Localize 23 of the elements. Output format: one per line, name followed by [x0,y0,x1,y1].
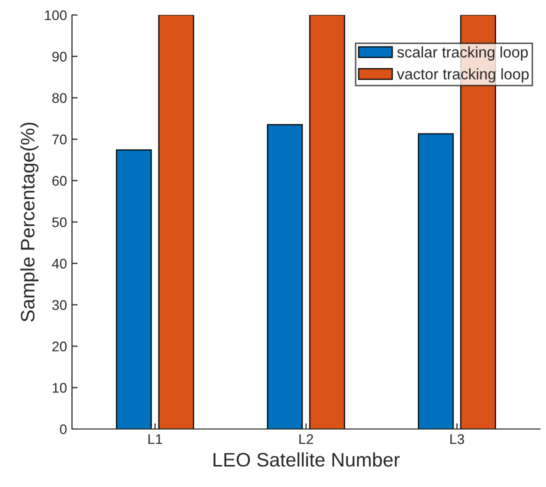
y-tick-label: 90 [52,52,67,62]
y-tick-label: 20 [52,342,67,352]
y-tick-label: 70 [52,134,67,144]
y-tick-label: 80 [52,93,67,103]
bar [418,133,454,429]
x-axis-title: LEO Satellite Number [214,452,400,467]
y-tick-label: 100 [45,10,67,20]
y-tick-label: 30 [52,300,67,310]
x-tick-label: L1 [148,434,162,444]
x-tick-label: L3 [450,434,464,444]
y-tick-label: 10 [52,382,67,393]
legend-label: vactor tracking loop [396,68,529,83]
bar [158,15,194,429]
y-tick-label: 0 [60,424,67,434]
y-tick-label: 40 [52,258,67,269]
y-axis-title: Sample Percentage(%) [20,122,38,322]
legend-label: scalar tracking loop [397,46,528,61]
x-tick-label: L2 [299,434,314,444]
bar [309,15,346,429]
y-tick-label: 50 [52,217,67,228]
y-tick-label: 60 [52,176,67,186]
bar [266,124,303,429]
bar [116,149,152,429]
